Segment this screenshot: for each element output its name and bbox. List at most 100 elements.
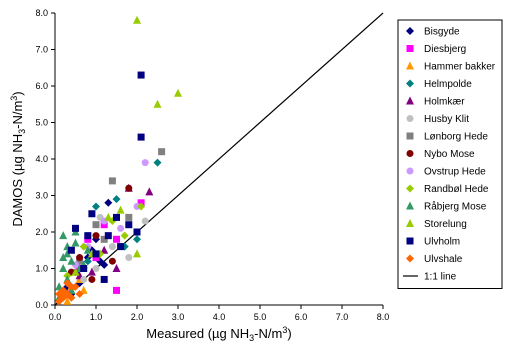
data-point [59,231,68,240]
legend-marker [406,184,414,193]
data-point [72,224,79,232]
data-point [79,242,88,251]
x-title-sub: 3 [249,333,254,343]
data-point [83,245,92,254]
x-title-mid: -N/m [254,326,282,341]
data-point [125,221,133,229]
data-point [67,256,76,265]
data-point [108,177,116,185]
data-point [83,257,92,266]
legend-label: Holmkær [424,97,465,108]
data-point [84,232,92,240]
data-point [141,159,149,167]
y-tick-label: 4.0 [35,154,48,164]
x-tick-label: 0.0 [49,312,62,322]
legend-marker [406,115,414,122]
y-tick-label: 2.0 [35,227,48,237]
data-point [112,264,121,272]
y-axis-title: DAMOS (µg NH3-N/m3) [9,91,27,226]
data-point [117,224,125,232]
legend-label: 1:1 line [424,272,457,283]
data-point [113,213,120,221]
data-point [113,235,120,243]
data-point [63,249,72,258]
legend-box [397,19,503,289]
data-point [104,212,113,221]
legend-label: Diesbjerg [424,44,466,55]
data-point [92,254,100,262]
data-point [100,221,108,229]
data-point [120,231,129,240]
y-title-sup: 3 [9,96,19,101]
x-tick-label: 4.0 [213,312,226,322]
y-title-mid: -N/m [10,101,25,129]
data-point [100,245,109,254]
data-point [137,202,146,211]
x-title-post: ) [287,326,291,341]
legend-label: Lønborg Hede [424,132,488,143]
data-point [113,286,120,294]
data-point [108,257,116,265]
data-point [71,238,80,247]
data-point [133,15,141,24]
data-point [125,184,133,192]
y-title-pre: DAMOS (µg NH [10,134,25,227]
y-tick-label: 8.0 [35,8,48,18]
data-point [80,275,88,283]
data-point [92,202,100,211]
data-point [137,133,145,141]
data-point [88,275,96,283]
data-point [67,246,75,254]
data-point [133,202,141,210]
legend-label: Husby Klit [424,114,469,125]
data-point [158,148,166,156]
legend-marker [406,61,414,70]
legend-marker [406,27,414,35]
y-tick-label: 0.0 [35,300,48,310]
legend-marker [406,219,414,227]
legend-marker [406,79,414,88]
data-point [104,198,113,207]
y-tick-label: 7.0 [35,45,48,55]
data-point [67,293,76,302]
x-tick-label: 5.0 [254,312,267,322]
data-point [55,282,64,291]
data-point [92,250,100,258]
y-tick-label: 5.0 [35,118,48,128]
legend-marker [406,132,414,140]
y-tick-label: 3.0 [35,191,48,201]
data-point [55,290,64,299]
x-tick-label: 7.0 [336,312,349,322]
data-point [88,210,96,218]
data-point [145,187,154,196]
legend-marker [406,45,414,52]
data-point [112,195,121,204]
data-point [125,213,133,221]
legend-label: Hammer bakker [424,62,496,73]
x-title-pre: Measured (µg NH [146,326,249,341]
data-point [153,158,162,167]
data-point [84,235,92,243]
data-point [76,254,84,262]
legend-marker [406,201,414,210]
data-point [141,217,149,225]
legend-marker [406,237,414,245]
y-title-sub: 3 [17,129,27,134]
legend-marker [406,96,414,105]
data-point [59,264,68,272]
legend-label: Bisgyde [424,27,460,38]
data-point [153,99,162,108]
legend: Bisgyde Diesbjerg Hammer bakker Helmpolde Ho… [397,19,503,289]
data-point [76,257,84,265]
legend-label: Råbjerg Mose [424,201,487,213]
one-to-one-line [54,12,384,306]
x-axis: 0.0 1.0 2.0 3.0 4.0 5.0 6.0 7.0 8.0 [49,305,389,322]
legend-marker [406,254,414,263]
y-title-post: ) [10,91,25,95]
x-tick-label: 1.0 [90,312,103,322]
legend-label: Ulvholm [424,237,460,248]
legend-marker [406,167,414,175]
legend-label: Randbøl Hede [424,184,489,195]
x-tick-label: 6.0 [295,312,308,322]
